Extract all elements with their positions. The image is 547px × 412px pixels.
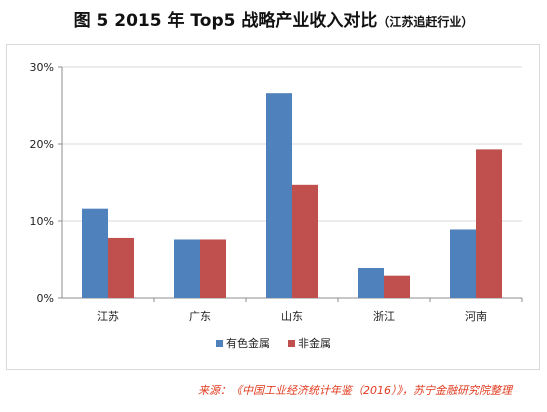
legend-label-1: 非金属 — [298, 336, 331, 350]
chart-title-sub: （江苏追赶行业） — [377, 15, 474, 29]
y-tick-label: 20% — [30, 138, 54, 151]
x-tick-label: 江苏 — [97, 310, 119, 323]
y-tick-label: 0% — [37, 292, 54, 305]
bar-4-1 — [476, 149, 502, 298]
bars — [82, 93, 502, 299]
chart-title-main: 图 5 2015 年 Top5 战略产业收入对比 — [73, 11, 378, 31]
chart-title: 图 5 2015 年 Top5 战略产业收入对比（江苏追赶行业） — [0, 6, 547, 31]
bar-4-0 — [450, 229, 476, 298]
legend-swatch-1 — [288, 340, 295, 347]
x-tick-label: 浙江 — [373, 310, 395, 323]
y-tick-label: 10% — [30, 215, 54, 228]
bar-3-0 — [358, 267, 384, 298]
bar-3-1 — [384, 275, 410, 298]
legend-swatch-0 — [216, 340, 223, 347]
bar-0-1 — [108, 237, 134, 298]
y-tick-label: 30% — [30, 61, 54, 74]
source-note: 来源：《中国工业经济统计年鉴（2016）》，苏宁金融研究院整理 — [198, 384, 512, 397]
x-tick-label: 广东 — [189, 310, 211, 323]
chart-frame — [6, 44, 540, 370]
bar-1-0 — [174, 239, 200, 298]
bar-0-0 — [82, 208, 108, 298]
tick-labels: 0% 10% 20% 30% 江苏 广东 山东 浙江 河南 — [30, 61, 487, 323]
bar-2-1 — [292, 184, 318, 298]
bar-2-0 — [266, 93, 292, 299]
legend-label-0: 有色金属 — [226, 336, 270, 350]
x-tick-label: 山东 — [281, 310, 303, 323]
legend: 有色金属 非金属 — [216, 336, 331, 350]
x-tick-label: 河南 — [465, 310, 487, 323]
bar-1-1 — [200, 239, 226, 298]
